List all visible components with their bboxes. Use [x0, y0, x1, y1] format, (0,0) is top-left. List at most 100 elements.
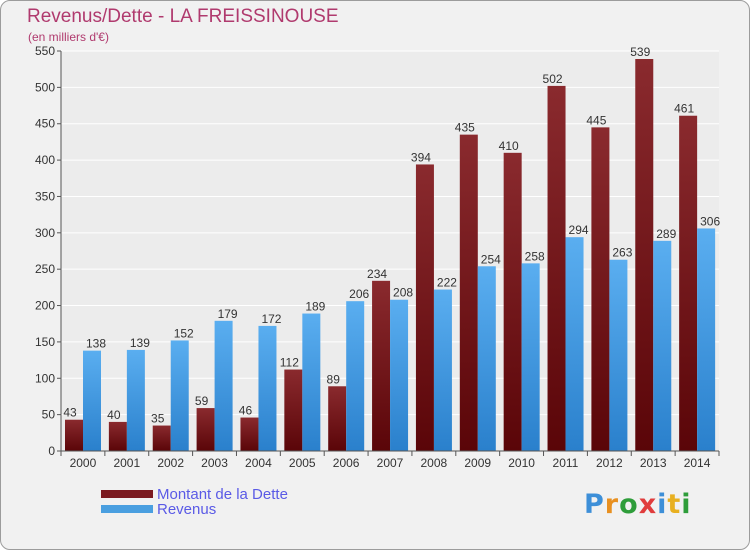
data-label-revenus: 306 — [700, 214, 720, 228]
y-tick-label: 150 — [35, 335, 55, 349]
x-tick-label: 2005 — [289, 456, 316, 470]
logo-letter: r — [604, 489, 620, 520]
bar-dette — [372, 280, 391, 451]
y-tick-label: 100 — [35, 371, 55, 385]
y-tick-label: 300 — [35, 226, 55, 240]
data-label-dette: 35 — [151, 412, 165, 426]
x-tick-label: 2009 — [464, 456, 491, 470]
chart-subtitle: (en milliers d'€) — [28, 30, 109, 44]
data-label-dette: 461 — [674, 102, 694, 116]
x-tick-label: 2011 — [553, 456, 579, 470]
bar-revenus — [214, 320, 233, 451]
x-tick-label: 2003 — [201, 456, 228, 470]
legend-label-revenus: Revenus — [157, 501, 217, 518]
x-tick-label: 2006 — [333, 456, 360, 470]
logo-letter: i — [657, 489, 668, 520]
data-label-revenus: 189 — [305, 300, 325, 314]
data-label-revenus: 206 — [349, 287, 369, 301]
bar-dette — [459, 134, 478, 452]
bar-revenus — [302, 313, 321, 451]
x-tick-label: 2008 — [421, 456, 448, 470]
x-axis: 2000 2001 2002 2003 2004 2005 2006 2007 2008 2009… — [60, 450, 720, 470]
bar-dette — [503, 152, 522, 451]
x-tick-label: 2013 — [640, 456, 667, 470]
bars: 43 138 40 139 35 152 59 179 46 172 112 189 89 206 234 2… — [63, 45, 720, 452]
bar-revenus — [653, 240, 672, 451]
y-tick-label: 450 — [35, 117, 55, 131]
proxiti-logo: Proxiti — [584, 489, 692, 520]
y-tick-label: 400 — [35, 153, 55, 167]
bar-dette — [196, 408, 215, 451]
data-label-revenus: 208 — [393, 286, 413, 300]
bar-dette — [547, 85, 566, 451]
logo-letter: x — [638, 489, 658, 520]
data-label-dette: 43 — [63, 406, 77, 420]
data-label-dette: 539 — [630, 45, 650, 59]
data-label-dette: 502 — [543, 72, 563, 86]
y-tick-label: 0 — [48, 444, 55, 458]
legend-swatch-dette — [101, 490, 153, 498]
bar-dette — [65, 419, 83, 451]
logo-letter: o — [619, 489, 639, 520]
y-tick-label: 200 — [35, 299, 55, 313]
bar-revenus — [697, 228, 716, 451]
data-label-dette: 46 — [239, 404, 253, 418]
x-tick-label: 2010 — [508, 456, 535, 470]
bar-revenus — [433, 289, 452, 451]
bar-revenus — [565, 237, 584, 451]
y-tick-label: 50 — [42, 408, 56, 422]
bar-revenus — [521, 263, 540, 451]
y-axis: 0 50 100 150 200 250 300 350 400 450 500 550 — [35, 44, 62, 458]
x-tick-label: 2001 — [113, 456, 140, 470]
x-tick-label: 2004 — [245, 456, 272, 470]
bar-dette — [240, 417, 259, 451]
bar-dette — [591, 127, 610, 451]
bar-dette — [108, 421, 127, 451]
bar-dette — [415, 164, 434, 452]
y-tick-label: 350 — [35, 189, 55, 203]
logo-letter: P — [584, 489, 605, 520]
data-label-revenus: 179 — [218, 307, 238, 321]
bar-revenus — [609, 259, 628, 451]
data-label-revenus: 222 — [437, 276, 457, 290]
x-tick-label: 2012 — [596, 456, 623, 470]
legend-swatch-revenus — [101, 505, 153, 513]
data-label-dette: 445 — [586, 113, 606, 127]
data-label-revenus: 294 — [569, 223, 589, 237]
bar-revenus — [258, 325, 277, 451]
data-label-dette: 234 — [367, 267, 387, 281]
bar-dette — [328, 386, 347, 451]
data-label-revenus: 172 — [261, 312, 281, 326]
y-tick-label: 550 — [35, 44, 55, 58]
data-label-dette: 112 — [280, 356, 299, 370]
bar-dette — [152, 425, 171, 451]
x-tick-label: 2000 — [70, 456, 97, 470]
data-label-dette: 410 — [499, 139, 519, 153]
logo-letter: t — [667, 489, 682, 520]
data-label-dette: 40 — [107, 408, 121, 422]
bar-dette — [284, 369, 303, 451]
data-label-revenus: 152 — [174, 326, 194, 340]
data-label-revenus: 289 — [656, 227, 676, 241]
bar-revenus — [83, 350, 101, 451]
x-tick-label: 2002 — [157, 456, 184, 470]
bar-revenus — [126, 349, 145, 451]
data-label-dette: 59 — [195, 394, 209, 408]
data-label-dette: 435 — [455, 121, 475, 135]
legend-label-dette: Montant de la Dette — [157, 486, 288, 503]
x-tick-label: 2007 — [377, 456, 404, 470]
x-tick-label: 2014 — [684, 456, 711, 470]
bar-dette — [635, 59, 654, 451]
data-label-revenus: 254 — [481, 252, 501, 266]
data-label-revenus: 258 — [525, 249, 545, 263]
bar-dette — [679, 115, 698, 452]
y-tick-label: 500 — [35, 80, 55, 94]
bar-revenus — [170, 340, 189, 451]
bar-revenus — [477, 266, 496, 451]
chart-title: Revenus/Dette - LA FREISSINOUSE — [27, 6, 339, 27]
bar-revenus — [390, 299, 409, 451]
data-label-revenus: 138 — [86, 337, 106, 351]
data-label-revenus: 263 — [612, 246, 632, 260]
